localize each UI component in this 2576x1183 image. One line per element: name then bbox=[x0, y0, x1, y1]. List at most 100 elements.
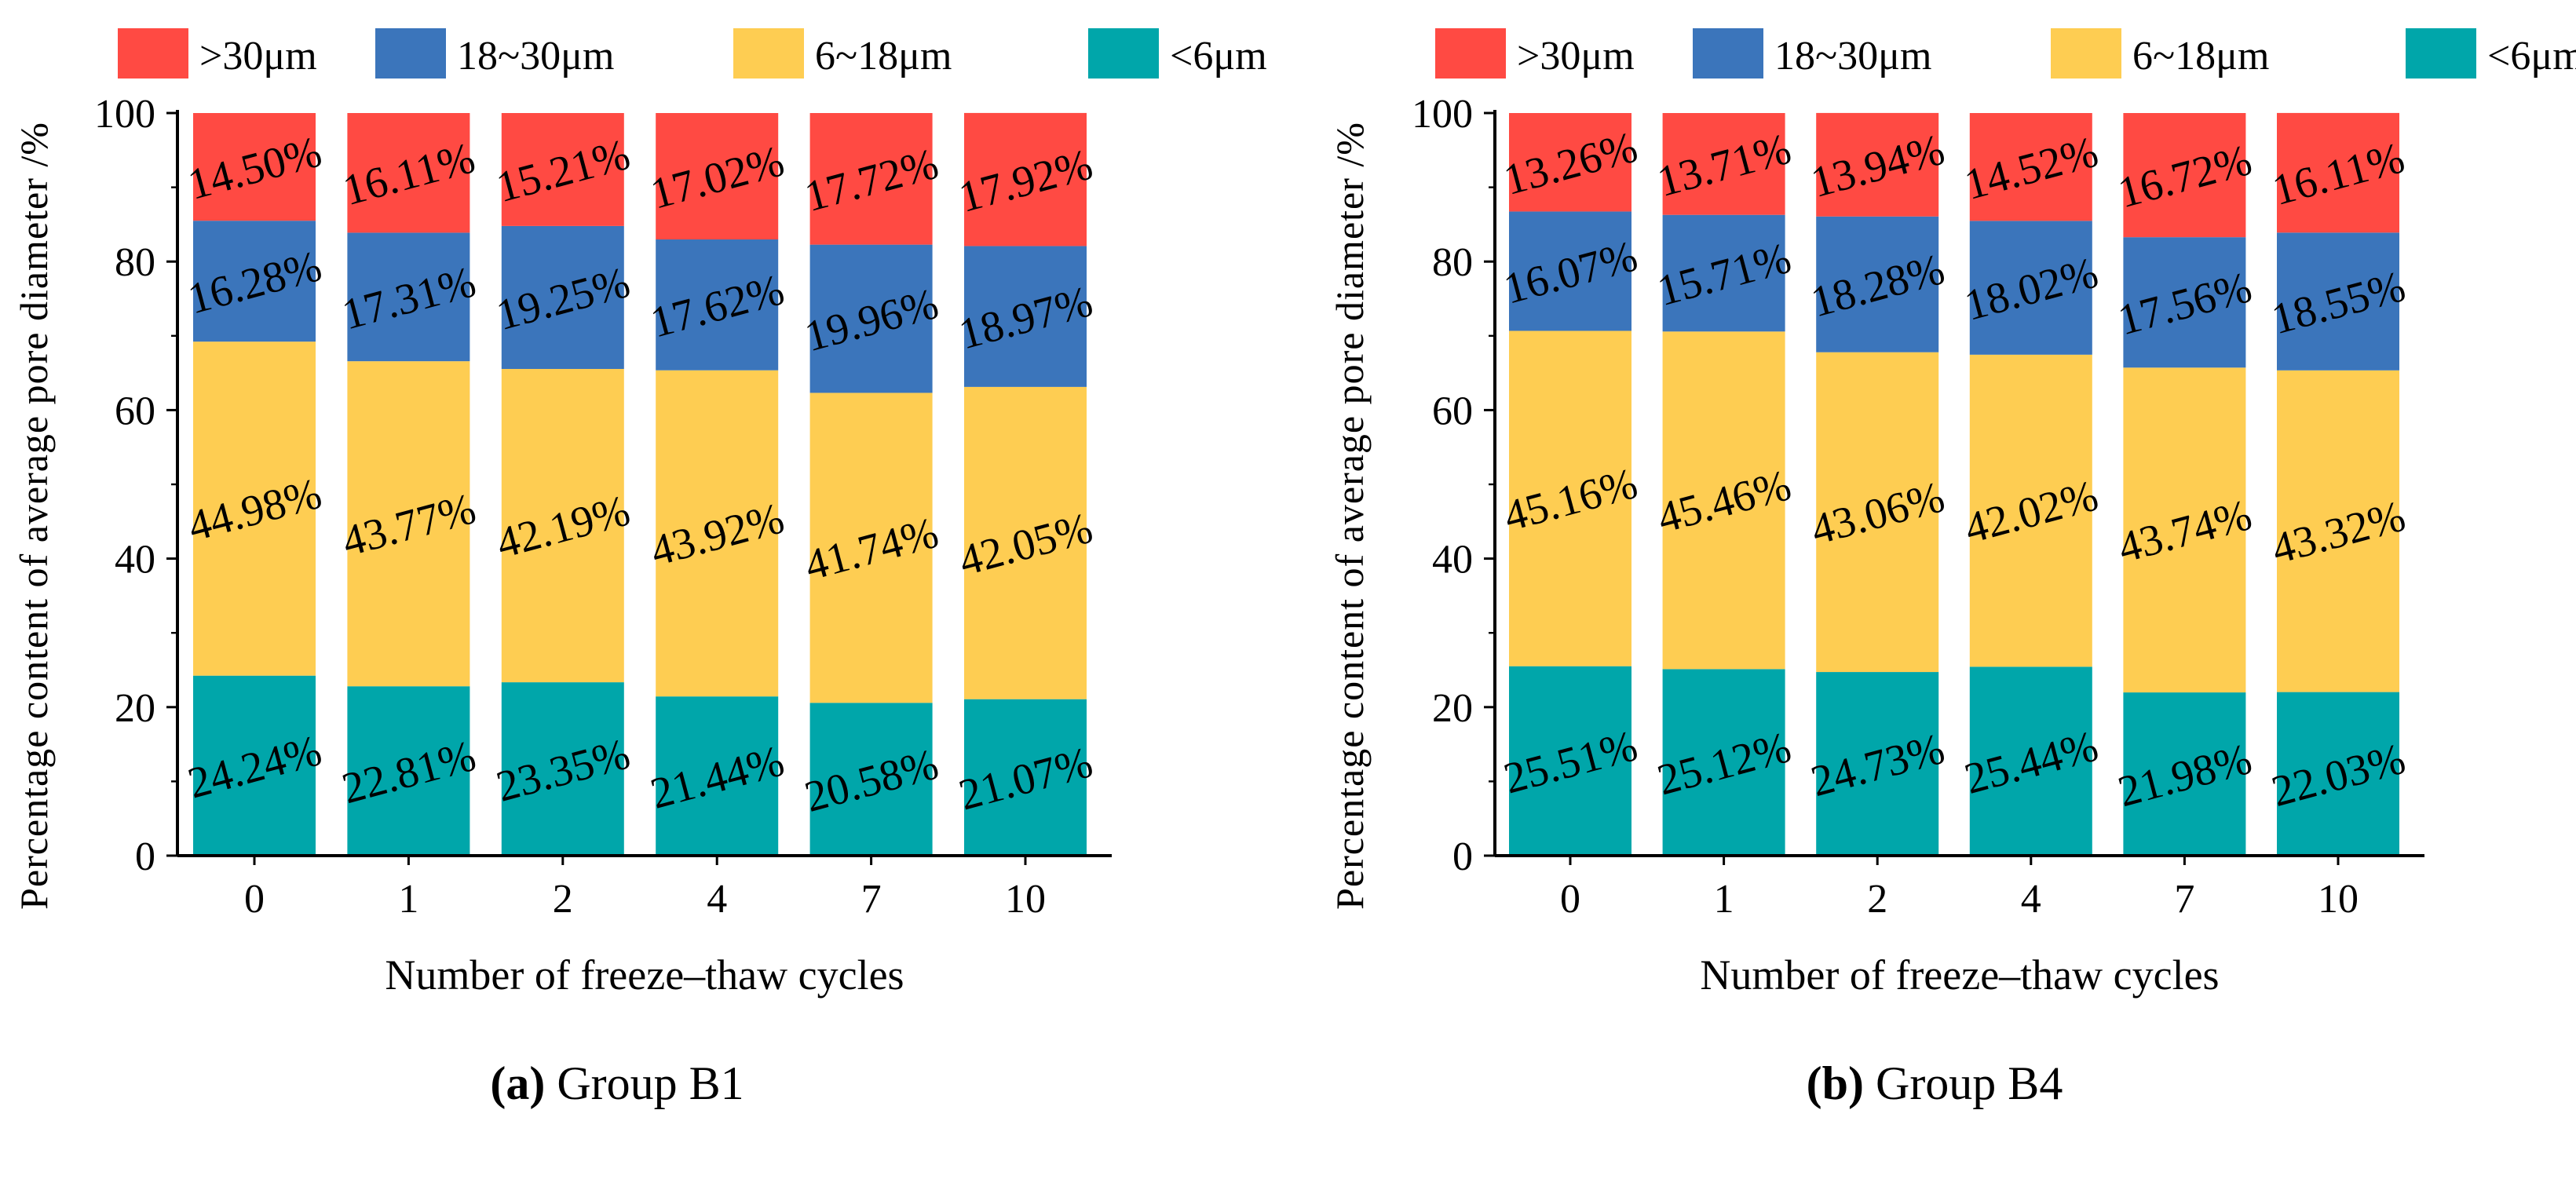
x-axis-label: Number of freeze–thaw cycles bbox=[1700, 951, 2219, 999]
x-tick-label: 7 bbox=[861, 877, 882, 922]
x-tick-label: 4 bbox=[707, 877, 727, 922]
bar-segment bbox=[964, 112, 1087, 246]
bar-segment bbox=[501, 225, 624, 369]
bar-segment bbox=[809, 244, 933, 393]
legend-swatch bbox=[1088, 28, 1159, 79]
legend-swatch bbox=[1435, 28, 1506, 79]
x-tick-label: 0 bbox=[244, 877, 265, 922]
bar-segment bbox=[193, 675, 316, 856]
bar-segment bbox=[2277, 692, 2399, 856]
legend-swatch bbox=[118, 28, 188, 79]
bar-segment bbox=[964, 699, 1087, 856]
y-tick-label: 40 bbox=[115, 538, 155, 582]
bar-segment bbox=[1969, 666, 2092, 856]
bar-segment bbox=[347, 686, 470, 856]
bar-segment bbox=[656, 239, 779, 371]
x-tick-label: 10 bbox=[2318, 877, 2359, 922]
bar-segment bbox=[1816, 216, 1939, 352]
y-tick-label: 0 bbox=[1452, 834, 1473, 879]
bar-segment bbox=[2277, 112, 2399, 233]
y-tick-label: 20 bbox=[1432, 686, 1473, 731]
legend-swatch bbox=[2051, 28, 2121, 79]
caption-text: Group B1 bbox=[545, 1057, 744, 1109]
bar-segment bbox=[1662, 214, 1785, 332]
bar-segment bbox=[1509, 113, 1631, 212]
chart-panel-b: >30μm 18~30μm 6~18μm <6μm25.51%45.16%16.07%… bbox=[1328, 28, 2576, 1109]
x-tick-label: 7 bbox=[2174, 877, 2194, 922]
bar-segment bbox=[656, 696, 779, 856]
bar-segment bbox=[1509, 666, 1631, 856]
legend-label: <6μm bbox=[1170, 34, 1267, 79]
bar-segment bbox=[347, 232, 470, 362]
bar-segment bbox=[809, 113, 933, 245]
legend-label: 18~30μm bbox=[457, 34, 614, 79]
bar-segment bbox=[964, 386, 1087, 699]
bar-segment bbox=[1509, 211, 1631, 331]
bar-segment bbox=[1662, 331, 1785, 670]
y-tick-label: 0 bbox=[135, 834, 155, 879]
y-tick-label: 40 bbox=[1432, 538, 1473, 582]
x-tick-label: 10 bbox=[1005, 877, 1046, 922]
legend-swatch bbox=[1693, 28, 1763, 79]
y-tick-label: 60 bbox=[1432, 389, 1473, 433]
bar-segment bbox=[964, 246, 1087, 387]
x-tick-label: 1 bbox=[1714, 877, 1734, 922]
y-tick-label: 20 bbox=[115, 686, 155, 731]
caption-letter: (b) bbox=[1807, 1057, 1864, 1109]
y-tick-label: 100 bbox=[1412, 92, 1473, 137]
bar-segment bbox=[501, 682, 624, 856]
y-tick-label: 80 bbox=[115, 240, 155, 285]
bar-segment bbox=[347, 113, 470, 233]
bar-segment bbox=[809, 703, 933, 856]
legend-swatch bbox=[2406, 28, 2476, 79]
bar-segment bbox=[1816, 352, 1939, 673]
y-axis-label: Percentage content of average pore diame… bbox=[1328, 122, 1372, 910]
bar-segment bbox=[1816, 112, 1939, 217]
legend-label: >30μm bbox=[1517, 34, 1635, 79]
legend-label: 18~30μm bbox=[1774, 34, 1931, 79]
bar-segment bbox=[501, 113, 624, 226]
legend-label: >30μm bbox=[199, 34, 317, 79]
bar-segment bbox=[656, 370, 779, 697]
bar-segment bbox=[2123, 367, 2246, 693]
bar-segment bbox=[656, 113, 779, 240]
x-axis-label: Number of freeze–thaw cycles bbox=[385, 951, 904, 999]
figure-caption: (b) Group B4 bbox=[1807, 1057, 2063, 1109]
bar-segment bbox=[809, 393, 933, 703]
bar-segment bbox=[193, 341, 316, 676]
bar-segment bbox=[2277, 232, 2399, 371]
legend-swatch bbox=[375, 28, 446, 79]
x-tick-label: 1 bbox=[398, 877, 418, 922]
bar-segment bbox=[501, 368, 624, 683]
bar-segment bbox=[1969, 221, 2092, 355]
chart-panel-a: >30μm 18~30μm 6~18μm <6μm24.24%44.98%16.28%… bbox=[12, 28, 1267, 1109]
caption-text: Group B4 bbox=[1864, 1057, 2063, 1109]
bar-segment bbox=[1969, 354, 2092, 667]
x-tick-label: 0 bbox=[1560, 877, 1580, 922]
caption-letter: (a) bbox=[490, 1057, 545, 1109]
legend-swatch bbox=[733, 28, 804, 79]
bar-segment bbox=[347, 361, 470, 687]
bar-segment bbox=[1816, 672, 1939, 856]
bar-segment bbox=[1969, 113, 2092, 221]
bar-segment bbox=[193, 221, 316, 342]
y-tick-label: 60 bbox=[115, 389, 155, 433]
y-tick-label: 80 bbox=[1432, 240, 1473, 285]
x-tick-label: 4 bbox=[2021, 877, 2041, 922]
bar-segment bbox=[2123, 692, 2246, 856]
bar-segment bbox=[193, 113, 316, 221]
y-tick-label: 100 bbox=[94, 92, 155, 137]
bar-segment bbox=[2123, 237, 2246, 368]
bar-segment bbox=[1662, 669, 1785, 856]
legend-label: 6~18μm bbox=[815, 34, 952, 79]
legend-label: 6~18μm bbox=[2132, 34, 2269, 79]
bar-segment bbox=[2277, 370, 2399, 692]
x-tick-label: 2 bbox=[1867, 877, 1887, 922]
bar-segment bbox=[2123, 113, 2246, 238]
bar-segment bbox=[1509, 330, 1631, 666]
y-axis-label: Percentage content of average pore diame… bbox=[12, 122, 56, 910]
legend-label: <6μm bbox=[2487, 34, 2576, 79]
bar-segment bbox=[1662, 113, 1785, 215]
x-tick-label: 2 bbox=[553, 877, 573, 922]
